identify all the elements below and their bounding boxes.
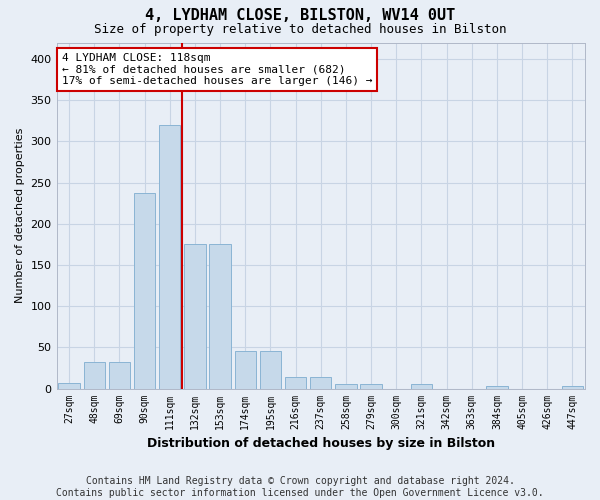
Bar <box>235 350 256 389</box>
X-axis label: Distribution of detached houses by size in Bilston: Distribution of detached houses by size … <box>147 437 495 450</box>
Bar <box>361 384 382 388</box>
Text: 4, LYDHAM CLOSE, BILSTON, WV14 0UT: 4, LYDHAM CLOSE, BILSTON, WV14 0UT <box>145 8 455 22</box>
Bar <box>285 377 307 388</box>
Bar <box>159 125 181 388</box>
Bar <box>562 386 583 388</box>
Bar <box>134 194 155 388</box>
Text: Contains HM Land Registry data © Crown copyright and database right 2024.
Contai: Contains HM Land Registry data © Crown c… <box>56 476 544 498</box>
Bar <box>310 377 331 388</box>
Bar <box>83 362 105 388</box>
Bar <box>411 384 432 388</box>
Bar <box>58 383 80 388</box>
Bar <box>184 244 206 388</box>
Y-axis label: Number of detached properties: Number of detached properties <box>15 128 25 303</box>
Bar <box>109 362 130 388</box>
Bar <box>486 386 508 388</box>
Bar <box>335 384 356 388</box>
Bar <box>260 350 281 389</box>
Bar <box>209 244 231 388</box>
Text: 4 LYDHAM CLOSE: 118sqm
← 81% of detached houses are smaller (682)
17% of semi-de: 4 LYDHAM CLOSE: 118sqm ← 81% of detached… <box>62 53 373 86</box>
Text: Size of property relative to detached houses in Bilston: Size of property relative to detached ho… <box>94 22 506 36</box>
